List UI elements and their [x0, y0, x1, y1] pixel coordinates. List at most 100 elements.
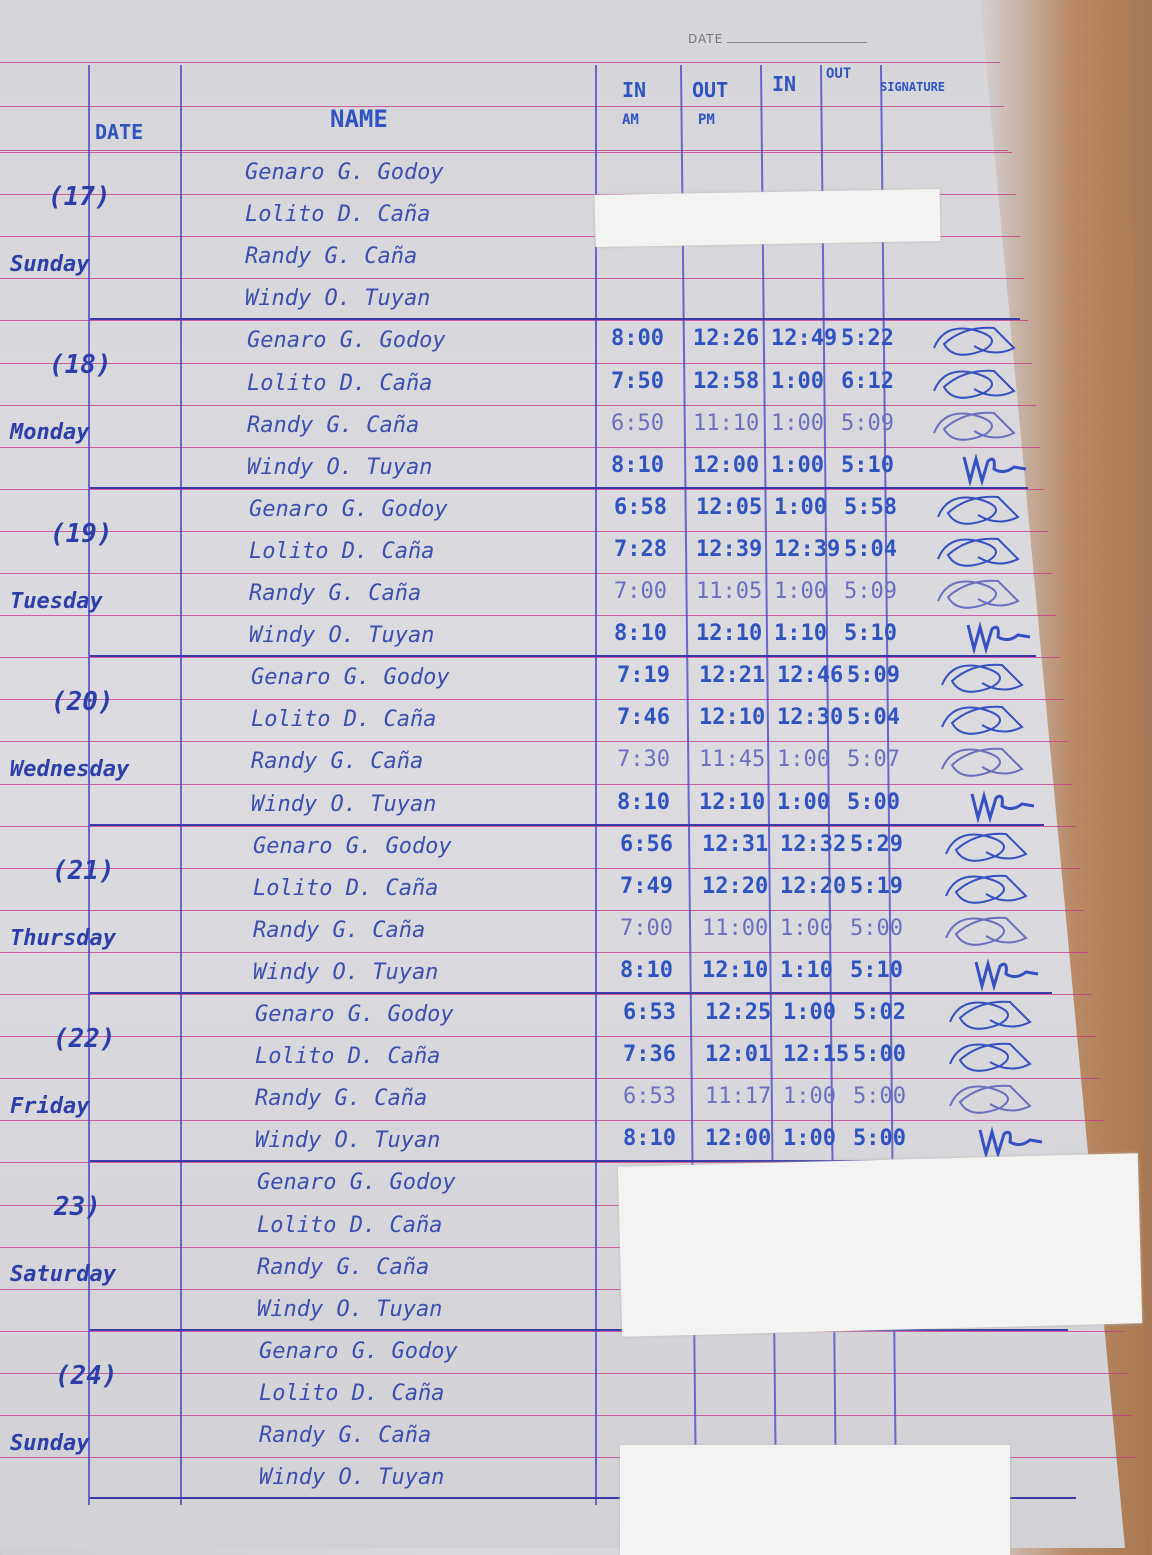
time-out-pm: 5:04	[847, 705, 900, 731]
employee-name: Windy O. Tuyan	[253, 959, 439, 985]
day-group-divider	[90, 486, 1028, 489]
time-in-am: 8:10	[617, 789, 670, 815]
rule-line	[0, 152, 1012, 153]
employee-name: Genaro G. Godoy	[249, 496, 448, 522]
time-in-am: 7:50	[611, 368, 664, 394]
employee-name: Windy O. Tuyan	[247, 454, 433, 480]
time-in-pm: 1:00	[783, 1000, 836, 1025]
employee-name: Genaro G. Godoy	[259, 1338, 458, 1364]
redaction-tape	[620, 1445, 1010, 1555]
rule-line	[0, 278, 1024, 280]
employee-name: Genaro G. Godoy	[257, 1170, 456, 1196]
page-date-field: DATE	[688, 32, 868, 46]
time-in-pm: 1:10	[780, 957, 833, 983]
time-in-pm: 12:32	[780, 831, 847, 857]
time-out-pm: 5:10	[841, 452, 894, 478]
rule-line	[0, 825, 1076, 827]
rule-line	[0, 741, 1068, 743]
employee-name: Randy G. Caña	[251, 749, 424, 775]
time-in-am: 7:28	[614, 536, 667, 562]
time-out-am: 12:58	[693, 368, 760, 394]
signature-scribble	[949, 1000, 1032, 1030]
rule-line	[0, 994, 1092, 995]
rule-line	[0, 150, 1008, 151]
time-out-am: 11:00	[702, 915, 769, 941]
employee-name: Windy O. Tuyan	[255, 1128, 441, 1154]
time-out-pm: 5:07	[847, 747, 900, 773]
time-in-pm: 1:00	[777, 789, 830, 815]
rule-line	[0, 194, 1016, 196]
time-in-am: 7:46	[617, 705, 670, 731]
rule-line	[0, 488, 1044, 490]
time-out-am: 12:26	[693, 326, 760, 352]
day-weekday: Thursday	[10, 925, 116, 951]
time-in-pm: 12:46	[777, 663, 844, 689]
column-header-date: DATE	[95, 120, 144, 144]
time-out-am: 12:10	[696, 621, 763, 647]
employee-name: Lolito D. Caña	[257, 1212, 443, 1238]
day-weekday: Wednesday	[10, 757, 130, 783]
time-out-pm: 5:09	[847, 663, 900, 689]
employee-name: Windy O. Tuyan	[259, 1465, 445, 1491]
subheader-pm: PM	[698, 112, 715, 128]
time-in-pm: 1:00	[777, 747, 830, 773]
rule-line	[0, 1036, 1096, 1038]
time-out-am: 12:25	[705, 1000, 772, 1025]
employee-name: Randy G. Caña	[245, 244, 418, 270]
time-out-pm: 5:00	[853, 1042, 906, 1068]
rule-line	[0, 699, 1064, 701]
signature-scribble	[933, 327, 1016, 357]
signature-scribble	[966, 621, 1031, 656]
employee-name: Genaro G. Godoy	[251, 665, 450, 691]
time-in-am: 6:53	[623, 1084, 676, 1110]
time-in-pm: 1:00	[771, 452, 824, 478]
employee-name: Randy G. Caña	[247, 412, 420, 438]
column-line	[595, 65, 597, 1505]
time-in-am: 7:00	[620, 915, 673, 941]
column-header-in-pm: IN	[772, 72, 797, 96]
day-number: (19)	[50, 518, 113, 549]
time-out-pm: 5:02	[853, 1000, 906, 1025]
day-group-divider	[90, 1497, 1076, 1500]
time-out-pm: 5:22	[841, 326, 894, 352]
employee-name: Windy O. Tuyan	[245, 286, 431, 312]
day-number: (18)	[49, 350, 112, 381]
time-out-am: 11:17	[705, 1084, 772, 1110]
redaction-tape	[617, 1153, 1143, 1337]
redaction-tape	[594, 188, 941, 248]
time-out-pm: 5:04	[844, 536, 897, 562]
rule-line	[0, 1204, 1112, 1206]
signature-scribble	[933, 369, 1016, 399]
day-weekday: Tuesday	[10, 588, 103, 614]
signature-scribble	[941, 748, 1024, 778]
column-header-signature: SIGNATURE	[880, 80, 946, 94]
day-group-divider	[90, 992, 1052, 994]
signature-scribble	[962, 452, 1027, 487]
employee-name: Randy G. Caña	[253, 917, 426, 943]
time-in-am: 8:00	[611, 326, 664, 352]
rule-line	[0, 1330, 1124, 1332]
rule-line	[0, 446, 1040, 448]
time-in-am: 8:10	[611, 452, 664, 478]
subheader-am: AM	[622, 112, 639, 128]
time-in-pm: 1:10	[774, 621, 827, 647]
time-out-pm: 5:09	[844, 579, 897, 604]
time-out-pm: 5:09	[841, 410, 894, 436]
time-in-am: 6:53	[623, 1000, 676, 1025]
time-out-pm: 5:00	[850, 915, 903, 941]
time-in-am: 8:10	[623, 1126, 676, 1152]
signature-scribble	[941, 664, 1024, 693]
rule-line	[0, 404, 1036, 406]
rule-line	[0, 1246, 1116, 1248]
time-out-am: 12:21	[699, 663, 766, 689]
column-line	[180, 65, 182, 1505]
rule-line	[0, 1288, 1120, 1290]
time-in-am: 7:00	[614, 579, 667, 604]
employee-name: Genaro G. Godoy	[245, 160, 444, 185]
time-out-pm: 6:12	[841, 368, 894, 394]
signature-scribble	[945, 832, 1028, 862]
rule-line	[0, 951, 1088, 953]
rule-line	[0, 106, 1004, 107]
time-out-am: 12:00	[705, 1126, 772, 1152]
column-header-out-am: OUT	[692, 78, 729, 102]
